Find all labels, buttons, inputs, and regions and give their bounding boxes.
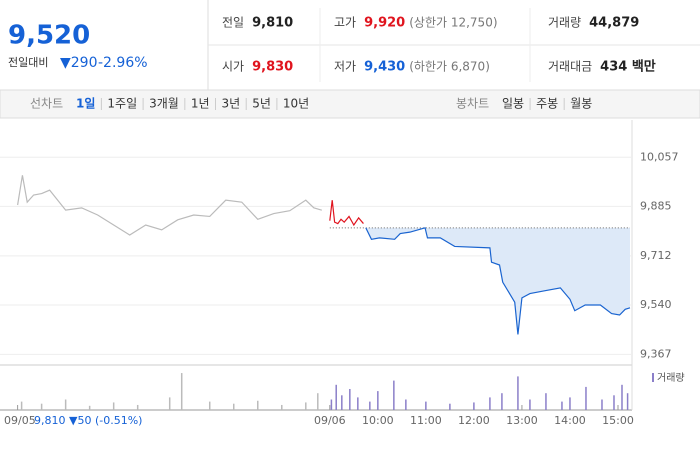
volume-bar <box>393 380 395 410</box>
x-tick-label: 09/05 <box>4 414 36 427</box>
price-line <box>17 175 322 236</box>
stat-label: 거래량 <box>548 16 581 30</box>
tab[interactable]: 주봉 <box>536 97 558 111</box>
stat-note: (상한가 12,750) <box>409 16 497 30</box>
volume-bar <box>335 384 337 410</box>
stat-value: 44,879 <box>589 16 639 31</box>
volume-bar <box>257 400 259 410</box>
y-tick-label: 9,712 <box>640 249 672 262</box>
stat-value: 9,430 <box>364 60 405 75</box>
x-tick-label: 09/06 <box>314 414 346 427</box>
tab-bar <box>0 89 700 119</box>
volume-bar <box>168 397 171 410</box>
volume-bar <box>20 401 23 410</box>
x-tick-label: 12:00 <box>458 414 490 427</box>
y-tick-label: 10,057 <box>640 150 679 163</box>
tab-label: 선차트 <box>30 97 63 111</box>
volume-bar <box>232 403 235 410</box>
tab[interactable]: 1년 <box>191 97 210 111</box>
volume-bar <box>501 393 503 410</box>
stat-label: 거래대금 <box>548 60 592 74</box>
volume-bar <box>180 373 183 410</box>
y-tick-label: 9,540 <box>640 298 672 311</box>
stat-label: 저가 <box>334 60 356 74</box>
volume-bar <box>626 393 629 410</box>
price-line <box>329 200 364 227</box>
x-tick-label: 15:00 <box>602 414 634 427</box>
volume-bar <box>613 395 615 410</box>
volume-bar <box>88 405 91 410</box>
tab[interactable]: 월봉 <box>570 97 592 111</box>
volume-bar <box>489 397 491 410</box>
change-pct: -2.96% <box>98 55 148 71</box>
volume-bar <box>64 399 67 410</box>
stat-value: 9,920 <box>364 16 405 31</box>
volume-bar <box>621 384 623 410</box>
legend-label: 거래량 <box>657 372 685 384</box>
volume-bar <box>357 397 359 410</box>
legend-swatch <box>652 373 654 382</box>
volume-bar <box>529 399 531 410</box>
tab[interactable]: 10년 <box>283 97 309 111</box>
volume-bar <box>136 404 139 410</box>
volume-bar <box>473 402 475 410</box>
volume-bar <box>449 403 451 410</box>
x-tick-label: 11:00 <box>410 414 442 427</box>
volume-bar <box>349 389 351 410</box>
volume-bar <box>281 404 283 410</box>
volume-bar <box>330 399 333 410</box>
tab[interactable]: 일봉 <box>502 97 524 111</box>
x-tick-label: 13:00 <box>506 414 538 427</box>
tab-label: 봉차트 <box>456 97 489 111</box>
change: ▼290 <box>60 55 98 71</box>
volume-bar <box>545 393 547 410</box>
volume-bar <box>208 401 211 410</box>
volume-bar <box>40 403 43 410</box>
x-tick-label: 14:00 <box>554 414 586 427</box>
tab[interactable]: 5년 <box>252 97 271 111</box>
stat-value: 9,810 <box>252 16 293 31</box>
volume-bar <box>305 402 307 410</box>
price-line <box>365 227 631 335</box>
stat-label: 시가 <box>222 60 244 74</box>
volume-bar <box>369 401 371 410</box>
volume-bar <box>569 397 571 410</box>
volume-bar <box>112 402 115 410</box>
stat-label: 고가 <box>334 16 356 30</box>
volume-bar <box>377 391 379 410</box>
volume-bar <box>585 386 587 410</box>
change-label: 전일대비 <box>8 55 48 69</box>
stat-value: 434 백만 <box>600 59 656 75</box>
y-tick-label: 9,367 <box>640 347 672 360</box>
area <box>329 227 630 335</box>
volume-bar <box>601 399 603 410</box>
volume-bar <box>405 399 407 410</box>
stat-label: 전일 <box>222 16 244 30</box>
volume-bar <box>317 393 319 410</box>
x-tick-label: 10:00 <box>362 414 394 427</box>
tab[interactable]: 3년 <box>222 97 241 111</box>
volume-bar <box>425 401 427 410</box>
tab[interactable]: 1주일 <box>107 97 137 111</box>
y-tick-label: 9,885 <box>640 199 672 212</box>
volume-bar <box>517 376 519 410</box>
tab[interactable]: 3개월 <box>149 97 179 111</box>
price: 9,520 <box>8 21 90 51</box>
prev-info: 9,810 ▼50 (-0.51%) <box>34 414 142 427</box>
volume-bar <box>341 395 343 410</box>
volume-bar <box>561 401 563 410</box>
stat-value: 9,830 <box>252 60 293 75</box>
stat-note: (하한가 6,870) <box>409 60 490 74</box>
tab[interactable]: 1일 <box>76 97 95 111</box>
